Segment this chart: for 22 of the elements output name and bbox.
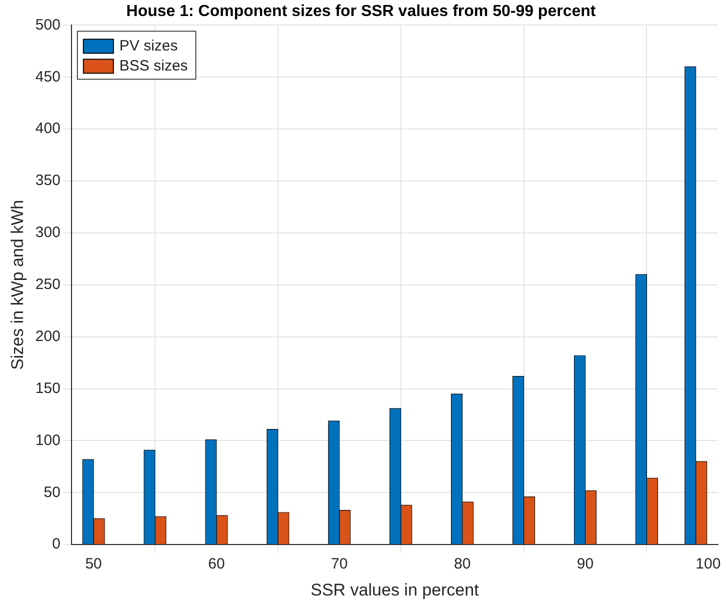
y-tick-label: 300 <box>35 224 60 242</box>
y-tick-label: 150 <box>35 380 60 397</box>
legend-label: BSS sizes <box>119 57 188 74</box>
x-tick-label: 80 <box>454 556 471 573</box>
y-tick-label: 350 <box>35 172 60 190</box>
y-tick-label: 50 <box>44 484 60 501</box>
y-tick-label: 250 <box>35 276 60 294</box>
chart-title: House 1: Component sizes for SSR values from 50-99 percent <box>126 3 596 20</box>
x-tick-label: 70 <box>331 556 348 573</box>
x-tick-label: 50 <box>85 556 102 573</box>
x-tick-label: 90 <box>576 556 594 573</box>
x-axis-title: SSR values in percent <box>310 580 480 600</box>
y-tick-label: 200 <box>35 328 60 345</box>
y-tick-label: 400 <box>35 120 60 138</box>
y-tick-label: 450 <box>35 68 60 86</box>
y-tick-label: 500 <box>35 16 60 34</box>
x-tick-label: 100 <box>696 556 721 573</box>
legend-label: PV sizes <box>119 37 178 54</box>
x-tick-label: 60 <box>208 556 225 573</box>
y-tick-label: 100 <box>35 432 60 449</box>
y-axis-title: Sizes in kWp and kWh <box>8 200 27 370</box>
y-tick-label: 0 <box>52 536 60 553</box>
